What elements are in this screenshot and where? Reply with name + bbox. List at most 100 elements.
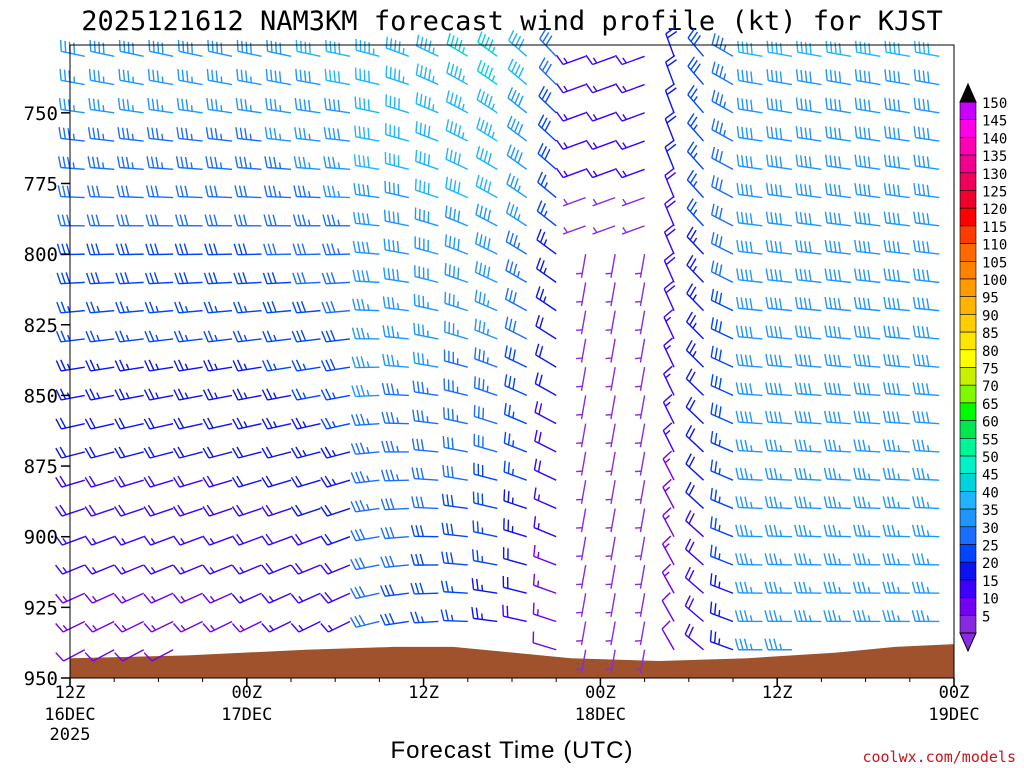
wind-barb: [854, 211, 881, 227]
wind-barb: [794, 524, 822, 538]
wind-barb: [576, 649, 587, 674]
wind-barb: [320, 358, 351, 372]
wind-barb: [823, 553, 851, 566]
colorbar-label: 85: [982, 326, 999, 342]
wind-barb: [475, 146, 498, 170]
wind-barb: [445, 147, 469, 170]
wind-barb: [664, 167, 677, 198]
wind-barb: [204, 243, 233, 256]
wind-barb: [538, 85, 557, 114]
wind-barb: [114, 388, 144, 401]
x-axis-label: Forecast Time (UTC): [390, 737, 633, 764]
wind-barb: [232, 301, 262, 314]
wind-barb: [385, 94, 410, 114]
wind-barb: [710, 402, 734, 425]
wind-barb: [324, 68, 351, 86]
wind-barb: [853, 439, 881, 453]
wind-barb: [290, 533, 321, 546]
wind-barb: [665, 54, 677, 85]
wind-barb: [143, 535, 174, 546]
colorbar-label: 110: [982, 238, 1007, 254]
wind-barb: [86, 243, 115, 256]
wind-barb: [114, 475, 144, 488]
wind-barb: [476, 88, 498, 114]
wind-barb: [415, 34, 439, 57]
wind-barb: [114, 620, 144, 633]
colorbar-label: 150: [982, 96, 1007, 112]
wind-barb: [56, 272, 85, 285]
wind-barb: [534, 429, 557, 453]
wind-barb: [58, 127, 85, 142]
wind-barb: [882, 553, 910, 566]
wind-barb: [55, 417, 85, 430]
wind-barb: [662, 478, 675, 509]
wind-barb: [202, 475, 233, 488]
wind-barb: [411, 467, 439, 481]
wind-barb: [116, 156, 144, 171]
colorbar-swatch: [959, 561, 977, 581]
wind-barb: [207, 39, 233, 57]
wind-barb: [444, 234, 469, 255]
wind-barb: [710, 459, 734, 481]
wind-barb: [385, 123, 410, 142]
wind-barb: [205, 156, 233, 171]
wind-barb: [735, 496, 763, 510]
wind-barb: [576, 451, 587, 476]
colorbar-label: 90: [982, 308, 999, 324]
wind-barb: [444, 291, 469, 312]
wind-barb: [174, 272, 203, 285]
wind-barb: [537, 143, 557, 170]
wind-barb: [634, 310, 646, 335]
wind-barb: [765, 353, 792, 368]
wind-barb: [824, 183, 851, 199]
wind-barb: [351, 356, 380, 369]
wind-barb: [118, 68, 144, 86]
wind-barb: [172, 475, 203, 488]
wind-barb: [605, 395, 616, 420]
wind-barb: [537, 114, 557, 142]
wind-barb: [621, 196, 645, 207]
wind-barb: [472, 520, 498, 538]
wind-barb: [884, 97, 910, 114]
wind-barb: [236, 39, 262, 57]
wind-barb: [114, 649, 144, 662]
wind-barb: [353, 183, 380, 199]
wind-barb: [585, 83, 616, 94]
wind-barb: [634, 649, 646, 674]
wind-barb: [506, 173, 528, 199]
wind-barb: [585, 139, 616, 150]
colorbar-swatch: [959, 367, 977, 386]
wind-barb: [262, 301, 292, 314]
wind-barb: [555, 54, 586, 66]
wind-barb: [576, 310, 587, 335]
wind-barb: [293, 156, 321, 171]
wind-barb: [882, 524, 910, 538]
wind-barb: [84, 535, 115, 546]
wind-barb: [883, 353, 910, 368]
wind-barb: [685, 339, 705, 368]
x-tick-date: 19DEC: [928, 705, 979, 725]
colorbar-swatch: [959, 437, 977, 457]
wind-barb: [505, 201, 528, 227]
wind-barb: [384, 152, 410, 171]
wind-barb: [736, 126, 763, 142]
wind-barb: [913, 69, 940, 86]
wind-barb: [913, 211, 940, 227]
wind-barb: [534, 343, 557, 368]
wind-barb: [883, 325, 910, 340]
source-credit[interactable]: coolwx.com/models: [862, 748, 1016, 766]
wind-barb: [293, 185, 321, 199]
wind-barb: [605, 564, 616, 589]
wind-barb: [662, 422, 675, 453]
wind-barb: [912, 353, 940, 368]
wind-barb: [709, 573, 734, 594]
wind-barb: [320, 562, 351, 575]
wind-barb: [351, 384, 380, 398]
wind-barb: [853, 496, 881, 510]
wind-barb: [535, 314, 557, 340]
wind-barb: [823, 410, 851, 425]
wind-barb: [350, 586, 380, 600]
wind-barb: [912, 268, 940, 284]
x-tick-label: 00Z: [231, 683, 262, 703]
